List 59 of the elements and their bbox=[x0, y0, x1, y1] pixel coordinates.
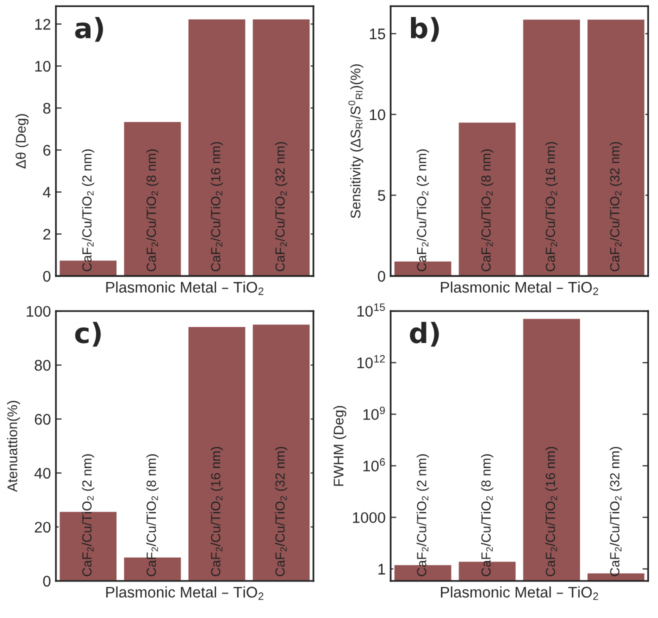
bar bbox=[252, 323, 311, 581]
x-tick-label: CaF$_{2}$/Cu/TiO$_{2}$ (8 nm) bbox=[146, 149, 159, 272]
x-tick-label: CaF$_{2}$/Cu/TiO$_{2}$ (32 nm) bbox=[275, 142, 288, 272]
y-axis-title: Δθ (Deg) bbox=[16, 114, 29, 168]
x-tick-label: CaF$_{2}$/Cu/TiO$_{2}$ (2 nm) bbox=[82, 454, 94, 576]
x-tick-label: CaF$_{2}$/Cu/TiO$_{2}$ (32 nm) bbox=[275, 446, 288, 576]
y-tick-label: 10$^{15}$ bbox=[357, 303, 385, 317]
bar bbox=[122, 120, 182, 276]
y-tick-label: 8 bbox=[43, 102, 50, 114]
x-tick-label: CaF$_{2}$/Cu/TiO$_{2}$ (2 nm) bbox=[82, 149, 94, 272]
y-tick-label: 40 bbox=[34, 468, 50, 479]
y-axis-title: Atenuattion(%) bbox=[7, 400, 20, 492]
y-tick-label: 10$^{12}$ bbox=[357, 355, 385, 368]
y-tick-label: 4 bbox=[42, 187, 51, 198]
x-tick-label: CaF$_{2}$/Cu/TiO$_{2}$ (2 nm) bbox=[416, 149, 429, 272]
y-tick-label: 10 bbox=[370, 109, 386, 120]
x-tick-label: CaF$_{2}$/Cu/TiO$_{2}$ (16 nm) bbox=[545, 446, 558, 576]
annotation: a) bbox=[75, 17, 104, 42]
y-tick-label: 0 bbox=[43, 270, 50, 282]
y-tick-label: 10$^{9}$ bbox=[363, 406, 385, 420]
y-tick-label: 5 bbox=[378, 190, 386, 201]
y-tick-label: 15 bbox=[370, 28, 386, 40]
bar bbox=[458, 121, 517, 276]
y-tick-label: 1000 bbox=[352, 512, 386, 524]
y-tick-label: 6 bbox=[43, 144, 50, 156]
y-tick-label: 60 bbox=[34, 414, 50, 425]
bar bbox=[586, 18, 646, 276]
x-tick-label: CaF$_{2}$/Cu/TiO$_{2}$ (16 nm) bbox=[210, 142, 223, 272]
y-tick-label: 12 bbox=[35, 18, 50, 30]
y-axis-title: Sensitivity (ΔS$_{RI}$/S$^{0}$$_{RI}$)(%) bbox=[348, 64, 364, 218]
x-axis-title: Plasmonic Metal – TiO$_{2}$ bbox=[106, 586, 264, 600]
x-tick-label: CaF$_{2}$/Cu/TiO$_{2}$ (16 nm) bbox=[545, 142, 558, 272]
y-tick-label: 1 bbox=[378, 564, 386, 574]
bar bbox=[187, 18, 246, 276]
y-tick-label: 0 bbox=[378, 270, 386, 282]
bar bbox=[252, 18, 311, 276]
x-tick-label: CaF$_{2}$/Cu/TiO$_{2}$ (8 nm) bbox=[481, 454, 494, 576]
y-tick-label: 80 bbox=[34, 360, 50, 371]
x-tick-label: CaF$_{2}$/Cu/TiO$_{2}$ (8 nm) bbox=[481, 149, 494, 272]
bar bbox=[522, 18, 582, 276]
y-tick-label: 20 bbox=[34, 522, 50, 533]
bar bbox=[187, 326, 246, 581]
x-axis-title: Plasmonic Metal – TiO$_{2}$ bbox=[440, 586, 598, 600]
x-tick-label: CaF$_{2}$/Cu/TiO$_{2}$ (2 nm) bbox=[416, 454, 429, 576]
x-axis-title: Plasmonic Metal – TiO$_{2}$ bbox=[440, 281, 598, 295]
x-tick-label: CaF$_{2}$/Cu/TiO$_{2}$ (8 nm) bbox=[146, 454, 159, 576]
y-tick-label: 100 bbox=[26, 306, 50, 317]
x-axis-title: Plasmonic Metal – TiO$_{2}$ bbox=[106, 281, 264, 295]
annotation: b) bbox=[411, 16, 439, 42]
x-tick-label: CaF$_{2}$/Cu/TiO$_{2}$ (32 nm) bbox=[610, 142, 622, 272]
y-tick-label: 10 bbox=[35, 60, 50, 72]
x-tick-label: CaF$_{2}$/Cu/TiO$_{2}$ (32 nm) bbox=[610, 446, 622, 576]
y-axis-title: FWHM (Deg) bbox=[333, 406, 346, 486]
annotation: d) bbox=[410, 322, 439, 347]
annotation: c) bbox=[75, 322, 101, 347]
x-tick-label: CaF$_{2}$/Cu/TiO$_{2}$ (16 nm) bbox=[210, 446, 223, 576]
y-tick-label: 2 bbox=[43, 228, 50, 240]
y-tick-label: 10$^{6}$ bbox=[363, 458, 385, 472]
y-tick-label: 0 bbox=[43, 576, 50, 587]
